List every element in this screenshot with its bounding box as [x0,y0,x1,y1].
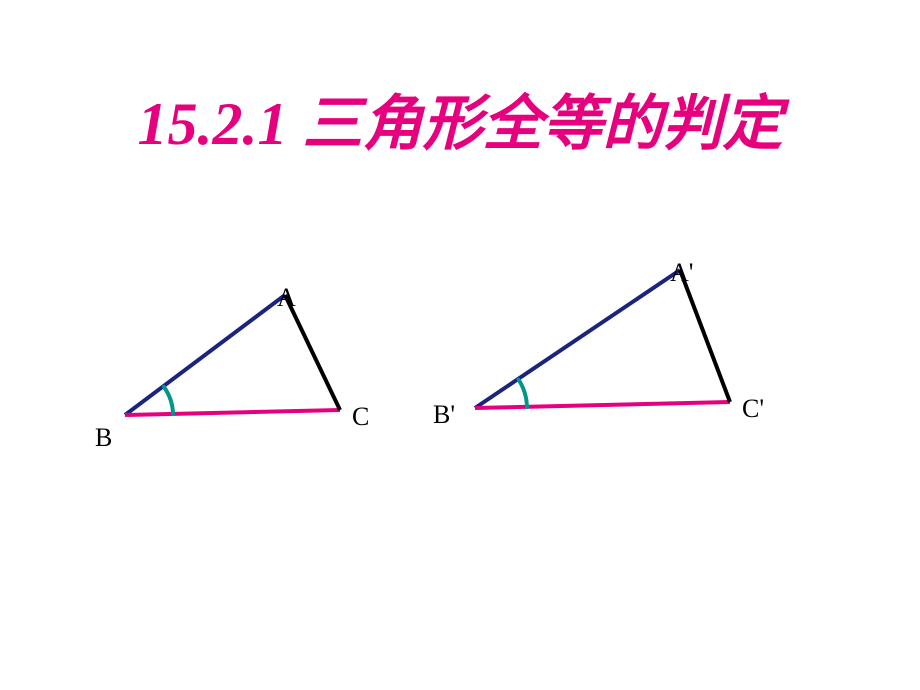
diagram-area: A B C A' B' C' [0,250,920,550]
triangle-right-side-bc [475,402,730,408]
triangle-left-label-a: A [277,283,296,313]
triangle-left-side-bc [125,410,340,415]
triangle-right-label-a: A' [670,258,693,288]
title-container: 15.2.1 三角形全等的判定 [0,75,920,162]
triangle-left-label-c: C [352,402,369,432]
triangle-left-angle-b-arc [164,387,173,414]
triangle-right-side-ab [475,270,680,408]
triangles-diagram [0,250,920,550]
triangle-left-side-ab [125,295,285,415]
triangle-right-label-c: C' [742,394,764,424]
triangle-right-angle-b-arc [519,380,527,407]
triangle-right-label-b: B' [433,400,455,430]
triangle-left-label-b: B [95,423,112,453]
page-title: 15.2.1 三角形全等的判定 [138,91,783,157]
triangle-right-side-ac [680,270,730,402]
